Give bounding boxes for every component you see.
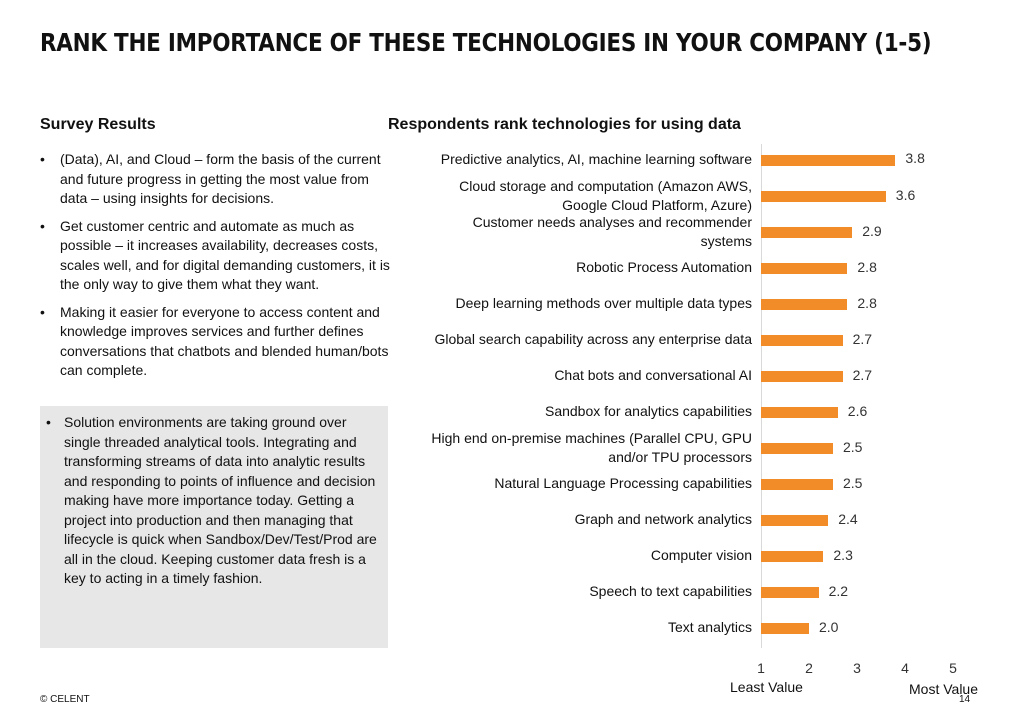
data-label: 2.5 [843, 475, 863, 491]
category-label: Sandbox for analytics capabilities [544, 403, 752, 420]
x-tick-label: 3 [853, 660, 861, 676]
bar [761, 443, 833, 454]
survey-bullet: Get customer centric and automate as muc… [40, 217, 390, 295]
category-label: High end on-premise machines (Parallel C… [431, 429, 752, 466]
category-label: Deep learning methods over multiple data… [455, 295, 752, 312]
data-label: 2.2 [828, 583, 849, 599]
bar [761, 371, 843, 382]
category-label: Natural Language Processing capabilities [494, 475, 752, 492]
page-number: 14 [959, 694, 971, 705]
callout-text: Solution environments are taking ground … [46, 413, 378, 589]
category-label: Robotic Process Automation [576, 259, 752, 276]
data-label: 3.8 [905, 150, 925, 166]
category-label: Customer needs analyses and recommender … [472, 213, 752, 250]
bar [761, 227, 853, 238]
data-label: 2.9 [862, 223, 882, 239]
data-label: 2.3 [833, 547, 853, 563]
survey-bullet: Making it easier for everyone to access … [40, 303, 390, 381]
bar [761, 155, 896, 166]
x-tick-label: 1 [757, 660, 765, 676]
data-label: 2.4 [838, 511, 858, 527]
x-tick-label: 4 [901, 660, 909, 676]
category-label: Predictive analytics, AI, machine learni… [440, 151, 752, 168]
bar [761, 407, 838, 418]
x-tick-label: 2 [805, 660, 813, 676]
category-label: Cloud storage and computation (Amazon AW… [459, 177, 752, 214]
page-title: RANK THE IMPORTANCE OF THESE TECHNOLOGIE… [40, 28, 932, 57]
data-label: 2.8 [857, 259, 877, 275]
category-label: Speech to text capabilities [589, 583, 752, 600]
x-axis-label-least: Least Value [730, 679, 803, 695]
bar [761, 191, 886, 202]
bar [761, 299, 848, 310]
data-label: 2.7 [852, 331, 873, 347]
category-label: Graph and network analytics [574, 511, 752, 528]
bar [761, 623, 809, 634]
category-label: Computer vision [650, 547, 752, 564]
data-label: 2.0 [819, 619, 839, 635]
data-label: 2.5 [843, 439, 863, 455]
bar [761, 335, 843, 346]
category-label: Chat bots and conversational AI [554, 367, 752, 384]
x-axis-label-most: Most Value [909, 681, 978, 697]
category-label: Global search capability across any ente… [434, 331, 752, 348]
bar [761, 479, 833, 490]
x-tick-label: 5 [949, 660, 957, 676]
survey-heading: Survey Results [40, 116, 156, 133]
chart-axis-line [761, 144, 762, 648]
data-label: 2.6 [847, 403, 868, 419]
bar [761, 515, 829, 526]
survey-bullet-list: (Data), AI, and Cloud – form the basis o… [40, 150, 390, 389]
chart-title: Respondents rank technologies for using … [388, 116, 741, 133]
callout-box: Solution environments are taking ground … [40, 406, 388, 648]
survey-bullet: (Data), AI, and Cloud – form the basis o… [40, 150, 390, 209]
data-label: 3.6 [895, 187, 916, 203]
data-label: 2.7 [852, 367, 873, 383]
bar [761, 263, 848, 274]
category-label: Text analytics [667, 619, 752, 636]
bar [761, 551, 824, 562]
copyright: © CELENT [40, 694, 90, 705]
bar [761, 587, 819, 598]
data-label: 2.8 [857, 295, 877, 311]
